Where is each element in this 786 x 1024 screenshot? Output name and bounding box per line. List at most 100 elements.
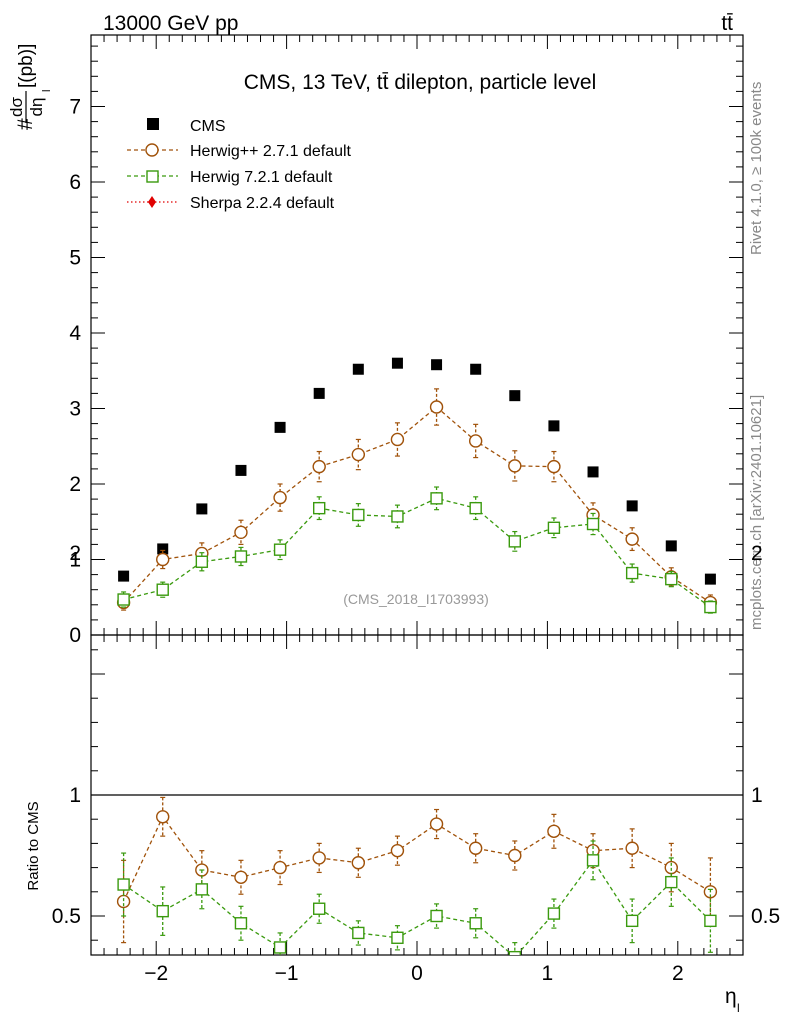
legend-marker-herwig7 bbox=[146, 170, 159, 183]
y-tick-label: 5 bbox=[69, 247, 81, 270]
data-point-herwig-7-2-1-default bbox=[156, 583, 169, 596]
data-point-herwig-7-2-1-default bbox=[313, 501, 326, 515]
data-point-herwig-2-7-1-default bbox=[429, 400, 444, 414]
ratio-point-herwig-7-2-1-default bbox=[195, 883, 209, 896]
y-tick-label: 4 bbox=[69, 322, 81, 345]
ratio-tick-label: 2 bbox=[69, 542, 81, 565]
ratio-point-herwig-2-7-1-default bbox=[547, 824, 561, 838]
y-axis-title: # dσ dη l [(pb)] bbox=[7, 44, 53, 130]
legend-marker-sherpa bbox=[148, 196, 156, 208]
data-point-cms bbox=[157, 543, 169, 555]
legend-marker-herwigpp bbox=[145, 143, 159, 157]
ratio-point-herwig-2-7-1-default bbox=[429, 817, 444, 831]
ratio-point-herwig-7-2-1-default bbox=[625, 914, 639, 928]
main-panel-marks bbox=[116, 357, 718, 614]
ratio-point-herwig-2-7-1-default bbox=[234, 870, 248, 884]
data-point-herwig-7-2-1-default bbox=[547, 521, 561, 534]
ratio-point-herwig-7-2-1-default bbox=[430, 909, 443, 923]
ratio-tick-label-right: 1 bbox=[751, 784, 763, 807]
x-axis-title-symbol: η bbox=[725, 985, 737, 1008]
x-tick-label: −2 bbox=[144, 962, 168, 985]
y-tick-label: 7 bbox=[69, 96, 81, 119]
data-point-cms bbox=[391, 357, 403, 369]
data-point-herwig-7-2-1-default bbox=[665, 572, 678, 586]
ratio-point-herwig-7-2-1-default bbox=[547, 907, 561, 920]
data-point-herwig-7-2-1-default bbox=[117, 593, 130, 606]
data-point-herwig-7-2-1-default bbox=[469, 501, 482, 515]
ratio-point-herwig-2-7-1-default bbox=[312, 851, 326, 865]
data-point-herwig-2-7-1-default bbox=[156, 552, 170, 567]
data-point-herwig-7-2-1-default bbox=[704, 600, 717, 614]
legend-label-cms: CMS bbox=[190, 118, 226, 135]
legend-label-herwig7: Herwig 7.2.1 default bbox=[190, 169, 333, 186]
data-point-cms bbox=[665, 540, 677, 552]
x-tick-label: −1 bbox=[275, 962, 299, 985]
data-point-herwig-2-7-1-default bbox=[508, 459, 522, 473]
data-point-herwig-2-7-1-default bbox=[390, 432, 405, 447]
data-point-herwig-7-2-1-default bbox=[195, 555, 209, 568]
ratio-point-herwig-2-7-1-default bbox=[156, 810, 170, 824]
ratio-point-herwig-7-2-1-default bbox=[704, 914, 717, 928]
x-axis-title-sub: l bbox=[737, 1001, 740, 1015]
y-axis-title-numerator: dσ bbox=[7, 97, 26, 117]
main-plot-frame bbox=[90, 34, 744, 636]
ratio-point-herwig-7-2-1-default bbox=[313, 902, 326, 915]
data-point-cms bbox=[118, 570, 130, 582]
ratio-axis-title: Ratio to CMS bbox=[25, 801, 42, 890]
data-point-herwig-2-7-1-default bbox=[312, 459, 326, 474]
ratio-point-herwig-2-7-1-default bbox=[351, 856, 366, 870]
data-point-cms bbox=[235, 464, 247, 476]
ratio-point-herwig-2-7-1-default bbox=[625, 841, 639, 855]
data-point-herwig-7-2-1-default bbox=[430, 492, 443, 505]
y-axis-title-unit: [(pb)] bbox=[16, 44, 37, 88]
data-point-herwig-7-2-1-default bbox=[508, 535, 521, 548]
ratio-point-herwig-2-7-1-default bbox=[390, 843, 405, 858]
ratio-line-herwig-2-7-1-default bbox=[123, 815, 711, 902]
x-tick-label: 2 bbox=[672, 962, 684, 985]
data-point-cms bbox=[274, 421, 286, 433]
energy-label: 13000 GeV pp bbox=[103, 12, 238, 35]
ratio-point-herwig-7-2-1-default bbox=[391, 931, 404, 944]
x-axis-title: η l bbox=[725, 985, 740, 1015]
data-point-cms bbox=[587, 466, 599, 478]
x-tick-label: 0 bbox=[411, 962, 423, 985]
series-line-herwig-2-7-1-default bbox=[123, 406, 711, 604]
data-point-herwig-2-7-1-default bbox=[625, 532, 639, 546]
data-point-herwig-7-2-1-default bbox=[586, 517, 600, 531]
ratio-tick-label: 0.5 bbox=[52, 905, 81, 928]
ratio-point-herwig-7-2-1-default bbox=[469, 917, 482, 930]
y-tick-label: 2 bbox=[69, 473, 81, 496]
y-tick-label: 3 bbox=[69, 398, 81, 421]
data-point-herwig-2-7-1-default bbox=[234, 525, 248, 540]
rivet-label: Rivet 4.1.0, ≥ 100k events bbox=[748, 82, 765, 255]
ratio-point-herwig-2-7-1-default bbox=[468, 841, 483, 855]
y-tick-label: 6 bbox=[69, 171, 81, 194]
data-point-cms bbox=[509, 390, 521, 402]
series-line-herwig-7-2-1-default bbox=[123, 497, 711, 608]
data-point-cms bbox=[704, 573, 716, 585]
ratio-point-herwig-7-2-1-default bbox=[117, 878, 130, 891]
y-tick-label: 0 bbox=[69, 624, 81, 647]
ratio-tick-label-right: 0.5 bbox=[751, 905, 780, 928]
ratio-point-herwig-7-2-1-default bbox=[586, 854, 600, 867]
ratio-panel-marks bbox=[116, 796, 718, 955]
data-point-herwig-7-2-1-default bbox=[625, 566, 639, 580]
y-tick-label: 1 bbox=[69, 549, 81, 572]
data-point-herwig-7-2-1-default bbox=[352, 508, 365, 522]
legend-marker-cms bbox=[147, 118, 159, 130]
legend-label-herwigpp: Herwig++ 2.7.1 default bbox=[190, 143, 352, 160]
ratio-point-herwig-7-2-1-default bbox=[665, 875, 678, 889]
chart-title: CMS, 13 TeV, tt̄ dilepton, particle leve… bbox=[244, 71, 597, 94]
data-point-herwig-2-7-1-default bbox=[468, 434, 483, 448]
ratio-point-herwig-7-2-1-default bbox=[508, 950, 521, 955]
data-point-cms bbox=[431, 359, 443, 371]
data-point-cms bbox=[548, 420, 560, 432]
data-point-herwig-2-7-1-default bbox=[273, 490, 287, 505]
y-axis-title-hash: # bbox=[14, 118, 37, 130]
ratio-point-herwig-7-2-1-default bbox=[273, 941, 287, 954]
y-axis-title-denominator: dη bbox=[27, 98, 46, 117]
ratio-tick-label-right: 2 bbox=[751, 542, 763, 565]
data-point-cms bbox=[470, 363, 482, 375]
